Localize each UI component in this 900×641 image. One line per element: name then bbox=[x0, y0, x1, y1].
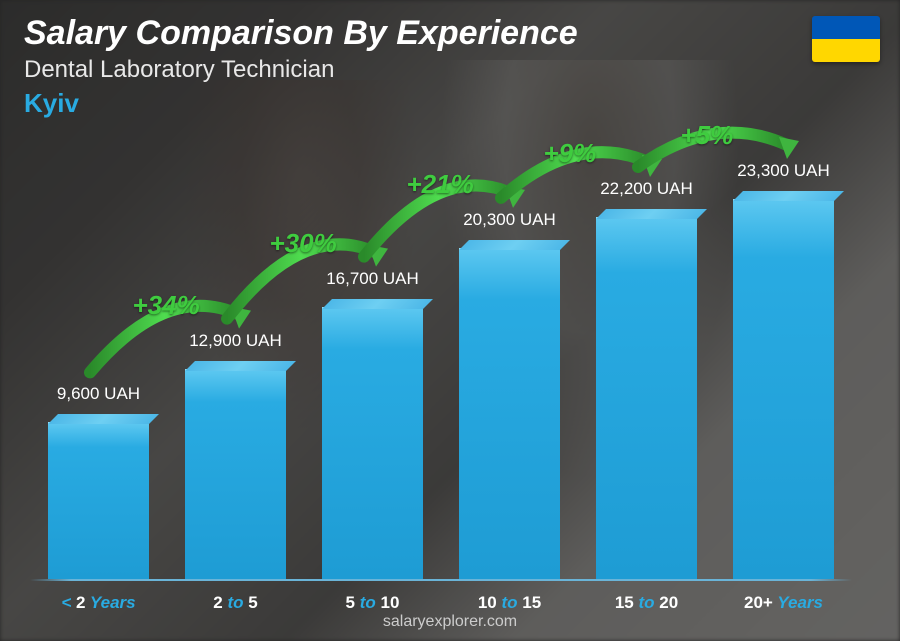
increase-percentage: +5% bbox=[681, 120, 734, 151]
bar-slot: 12,900 UAH2 to 5 bbox=[167, 119, 304, 579]
bar-value-label: 12,900 UAH bbox=[167, 331, 304, 351]
flag-top-stripe bbox=[812, 16, 880, 39]
footer-attribution: salaryexplorer.com bbox=[0, 613, 900, 631]
bar-category-label: 15 to 20 bbox=[578, 593, 715, 613]
increase-percentage: +9% bbox=[544, 138, 597, 169]
bar-slot: 9,600 UAH< 2 Years bbox=[30, 119, 167, 579]
increase-percentage: +34% bbox=[133, 290, 200, 321]
bar bbox=[322, 307, 423, 579]
chart-baseline bbox=[30, 579, 852, 581]
increase-percentage: +21% bbox=[407, 169, 474, 200]
bar-value-label: 9,600 UAH bbox=[30, 384, 167, 404]
bar-chart: 9,600 UAH< 2 Years12,900 UAH2 to 516,700… bbox=[30, 119, 852, 579]
bar bbox=[459, 248, 560, 579]
bar-value-label: 23,300 UAH bbox=[715, 161, 852, 181]
chart-title: Salary Comparison By Experience bbox=[24, 14, 578, 53]
bar bbox=[48, 422, 149, 579]
bar-category-label: 10 to 15 bbox=[441, 593, 578, 613]
bar bbox=[733, 199, 834, 579]
flag-bottom-stripe bbox=[812, 39, 880, 62]
bar-slot: 22,200 UAH15 to 20 bbox=[578, 119, 715, 579]
bar-value-label: 16,700 UAH bbox=[304, 269, 441, 289]
ukraine-flag-icon bbox=[812, 16, 880, 62]
chart-location: Kyiv bbox=[24, 88, 79, 119]
bar-slot: 23,300 UAH20+ Years bbox=[715, 119, 852, 579]
increase-percentage: +30% bbox=[270, 228, 337, 259]
chart-subtitle: Dental Laboratory Technician bbox=[24, 56, 334, 84]
bar-category-label: < 2 Years bbox=[30, 593, 167, 613]
bar-category-label: 2 to 5 bbox=[167, 593, 304, 613]
bar bbox=[185, 369, 286, 579]
bar-category-label: 20+ Years bbox=[715, 593, 852, 613]
bar-category-label: 5 to 10 bbox=[304, 593, 441, 613]
bar-value-label: 22,200 UAH bbox=[578, 179, 715, 199]
bar-value-label: 20,300 UAH bbox=[441, 210, 578, 230]
chart-content: Salary Comparison By Experience Dental L… bbox=[0, 0, 900, 641]
bar bbox=[596, 217, 697, 579]
